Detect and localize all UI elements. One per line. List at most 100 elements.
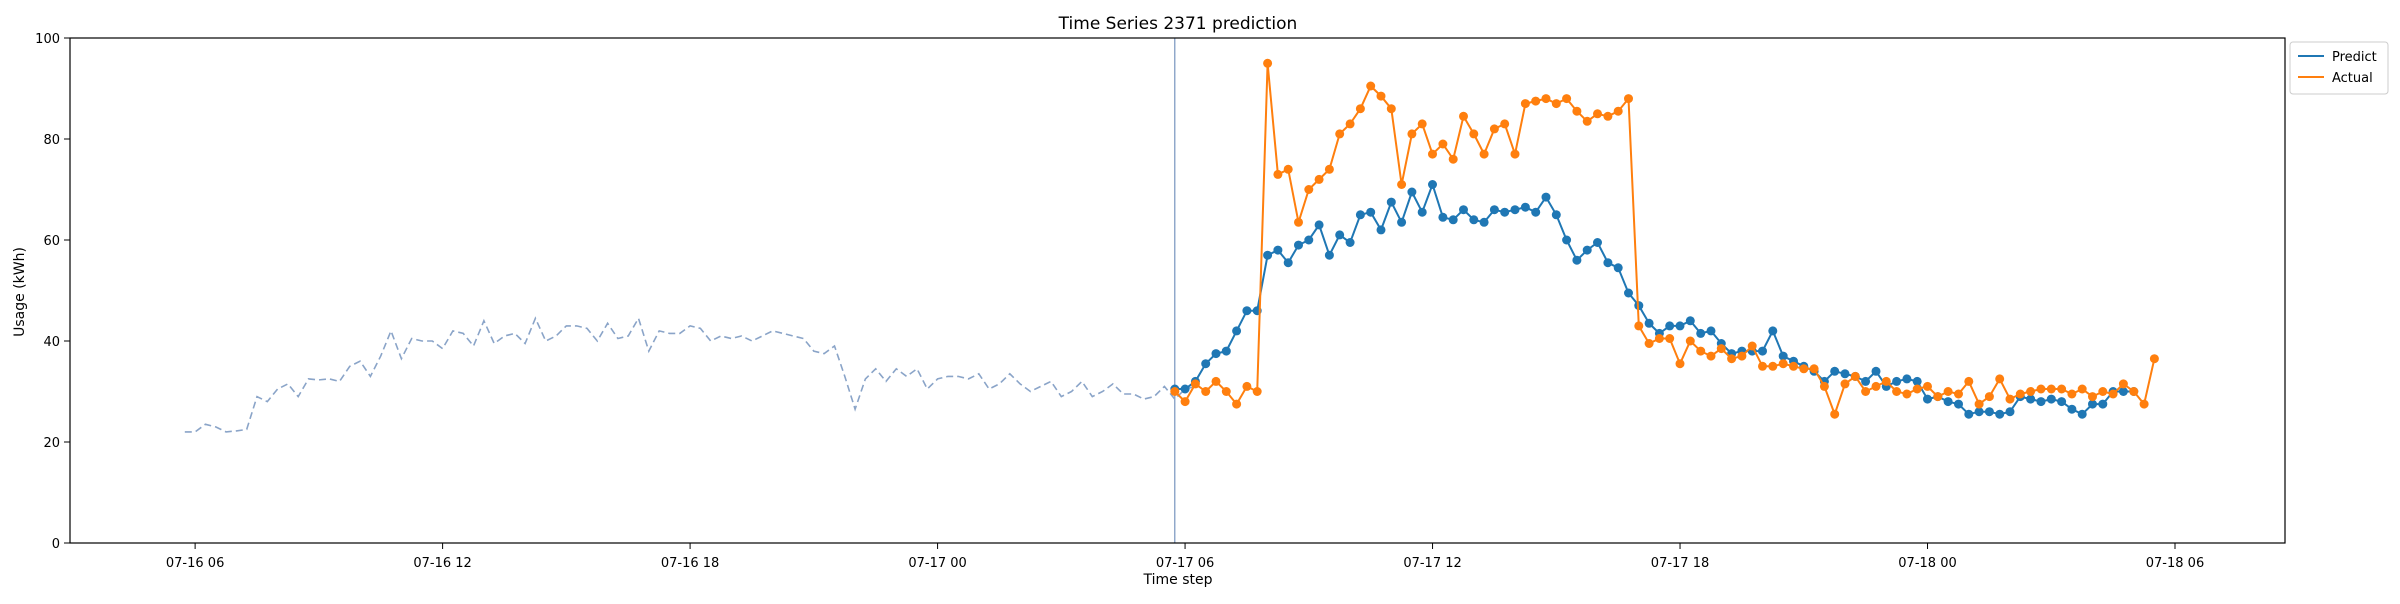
actual-point bbox=[2118, 379, 2128, 389]
predict-point bbox=[2077, 409, 2087, 419]
actual-point bbox=[1386, 104, 1396, 114]
actual-point bbox=[1984, 392, 1994, 402]
actual-point bbox=[1211, 376, 1221, 386]
actual-point bbox=[2015, 389, 2025, 399]
predict-point bbox=[1242, 306, 1252, 316]
x-tick-label: 07-16 12 bbox=[413, 556, 471, 571]
actual-point bbox=[1593, 109, 1602, 119]
actual-point bbox=[1861, 387, 1871, 396]
actual-point bbox=[1335, 129, 1345, 139]
actual-point bbox=[1531, 96, 1541, 106]
actual-point bbox=[1758, 361, 1767, 371]
predict-point bbox=[1551, 210, 1561, 220]
predict-point bbox=[1366, 207, 1376, 217]
actual-point bbox=[2067, 389, 2077, 399]
actual-point bbox=[1314, 174, 1324, 184]
actual-point bbox=[1892, 387, 1902, 396]
predict-point bbox=[1510, 205, 1520, 215]
x-axis-label: Time step bbox=[1143, 572, 1213, 588]
actual-point bbox=[2057, 384, 2067, 394]
actual-point bbox=[1850, 371, 1860, 381]
predict-point bbox=[1613, 263, 1623, 273]
actual-point bbox=[1943, 387, 1953, 396]
actual-point bbox=[1304, 185, 1314, 194]
actual-point bbox=[1768, 361, 1778, 371]
predict-point bbox=[1469, 215, 1479, 225]
actual-point bbox=[1562, 94, 1572, 104]
predict-point bbox=[2088, 399, 2097, 409]
predict-point bbox=[1520, 202, 1530, 212]
predict-point bbox=[1541, 192, 1551, 202]
predict-point bbox=[1768, 326, 1778, 336]
actual-point bbox=[1954, 389, 1963, 399]
actual-point bbox=[1190, 379, 1200, 389]
y-tick-label: 20 bbox=[43, 436, 60, 451]
actual-point bbox=[1273, 169, 1283, 179]
predict-point bbox=[1902, 374, 1912, 384]
axes: 0 20 40 60 80 100 07-16 06 07-16 12 07-16 18 07-1… bbox=[35, 32, 2204, 571]
y-tick-label: 60 bbox=[43, 234, 60, 249]
predict-point bbox=[1345, 238, 1355, 247]
actual-point bbox=[1737, 351, 1747, 361]
x-tick-label: 07-18 06 bbox=[2146, 556, 2204, 571]
predict-point bbox=[1675, 321, 1685, 331]
predict-point bbox=[1912, 376, 1922, 386]
predict-point bbox=[1335, 230, 1345, 240]
predict-point bbox=[1892, 376, 1902, 386]
predict-line bbox=[1174, 181, 2134, 416]
actual-point bbox=[2036, 384, 2046, 394]
actual-point bbox=[1469, 129, 1479, 139]
actual-point bbox=[1644, 339, 1654, 348]
actual-point bbox=[1252, 387, 1262, 396]
predict-point bbox=[1232, 326, 1242, 336]
actual-point bbox=[2149, 354, 2159, 364]
actual-point bbox=[1819, 381, 1829, 391]
predict-point bbox=[1386, 197, 1396, 207]
actual-point bbox=[2005, 394, 2015, 404]
history-line bbox=[184, 316, 1196, 433]
legend-label-predict: Predict bbox=[2332, 50, 2377, 65]
predict-point bbox=[1706, 326, 1716, 336]
actual-point bbox=[1613, 106, 1623, 116]
predict-point bbox=[1294, 240, 1303, 250]
actual-point bbox=[1510, 149, 1520, 159]
predict-point bbox=[1830, 366, 1840, 376]
predict-point bbox=[1531, 207, 1541, 217]
predict-point bbox=[1417, 207, 1427, 217]
actual-point bbox=[1407, 129, 1417, 139]
actual-point bbox=[1572, 106, 1582, 116]
predict-point bbox=[1273, 245, 1283, 255]
actual-point bbox=[1294, 217, 1303, 227]
actual-point bbox=[1716, 344, 1726, 354]
actual-point bbox=[2098, 387, 2108, 396]
predict-point bbox=[2057, 397, 2067, 407]
predict-point bbox=[1840, 369, 1850, 379]
actual-point bbox=[1634, 321, 1644, 331]
x-tick-label: 07-17 00 bbox=[908, 556, 966, 571]
actual-point bbox=[2088, 392, 2097, 402]
plot-area bbox=[184, 38, 2159, 543]
actual-point bbox=[1417, 119, 1427, 129]
actual-point bbox=[1902, 389, 1912, 399]
actual-point bbox=[2046, 384, 2056, 394]
actual-point bbox=[1232, 399, 1242, 409]
predict-point bbox=[1355, 210, 1365, 220]
actual-point bbox=[1221, 387, 1231, 396]
actual-point bbox=[1778, 359, 1788, 369]
actual-point bbox=[1520, 99, 1530, 109]
chart-title: Time Series 2371 prediction bbox=[1058, 14, 1298, 34]
predict-point bbox=[1428, 180, 1437, 189]
actual-point bbox=[2026, 387, 2036, 396]
actual-point bbox=[1871, 381, 1881, 391]
actual-point bbox=[1345, 119, 1355, 129]
predict-point bbox=[1283, 258, 1293, 268]
predict-point bbox=[1479, 217, 1489, 227]
actual-point bbox=[1355, 104, 1365, 114]
predict-point bbox=[1644, 318, 1654, 328]
predict-point bbox=[1221, 346, 1231, 356]
x-tick-label: 07-16 18 bbox=[661, 556, 719, 571]
y-tick-label: 100 bbox=[35, 32, 60, 47]
predict-point bbox=[2067, 404, 2077, 414]
